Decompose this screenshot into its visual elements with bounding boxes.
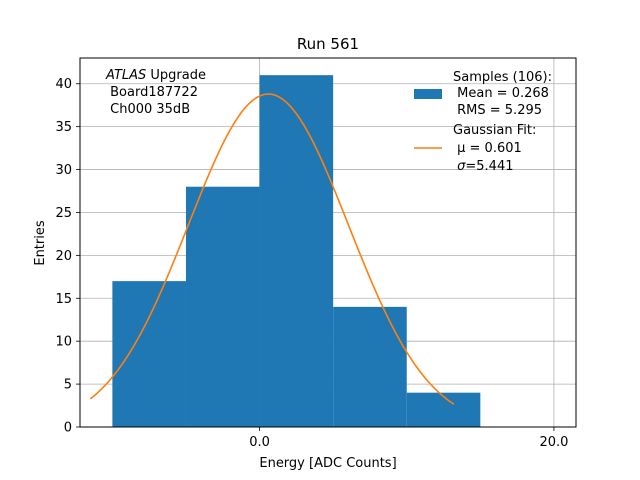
y-tick-label: 5 [64, 378, 72, 393]
y-tick-label: 30 [55, 163, 72, 178]
sigma-value: =5.441 [465, 159, 513, 174]
chart-title: Run 561 [297, 35, 359, 53]
plot-frame [79, 57, 577, 428]
legend: Samples (106): Mean = 0.268 RMS = 5.295 … [414, 70, 552, 174]
x-axis-label: Energy [ADC Counts] [259, 456, 396, 471]
legend-samples-rms: RMS = 5.295 [453, 103, 542, 118]
histogram-bar [333, 306, 407, 427]
sigma-symbol: σ [457, 159, 466, 174]
annotation-board: Board187722 [106, 85, 198, 100]
upgrade-label: Upgrade [146, 68, 206, 83]
x-axis-ticks: 0.0 20.0 [249, 427, 568, 450]
x-tick-label: 20.0 [539, 435, 568, 450]
y-tick-label: 35 [55, 120, 72, 135]
y-tick-label: 40 [55, 77, 72, 92]
legend-samples-swatch [414, 89, 442, 99]
y-tick-label: 20 [55, 249, 72, 264]
annotation-line-1: ATLAS Upgrade [105, 68, 206, 83]
y-tick-label: 10 [55, 335, 72, 350]
gaussian-fit-curve [89, 93, 455, 405]
histogram-bar [406, 392, 481, 427]
x-tick-label: 0.0 [249, 435, 270, 450]
y-axis-label: Entries [33, 220, 48, 266]
histogram-bar [185, 186, 260, 427]
gaussian-fit [89, 93, 455, 405]
annotation-channel: Ch000 35dB [106, 102, 190, 117]
legend-samples-mean: Mean = 0.268 [453, 86, 549, 101]
atlas-annotation: ATLAS Upgrade Board187722 Ch000 35dB [105, 68, 206, 117]
y-tick-label: 0 [64, 421, 72, 436]
y-axis-ticks: 0 5 10 15 20 25 30 35 40 [55, 77, 80, 436]
legend-fit-title: Gaussian Fit: [453, 123, 536, 138]
legend-samples-title: Samples (106): [453, 70, 552, 85]
y-tick-label: 15 [55, 292, 72, 307]
y-tick-label: 25 [55, 206, 72, 221]
histogram-bars [112, 75, 481, 428]
atlas-label: ATLAS [105, 68, 146, 83]
legend-fit-sigma: σ=5.441 [453, 159, 514, 174]
histogram-bar [259, 75, 334, 428]
histogram-bar [112, 281, 186, 427]
legend-fit-mu: μ = 0.601 [453, 141, 522, 156]
